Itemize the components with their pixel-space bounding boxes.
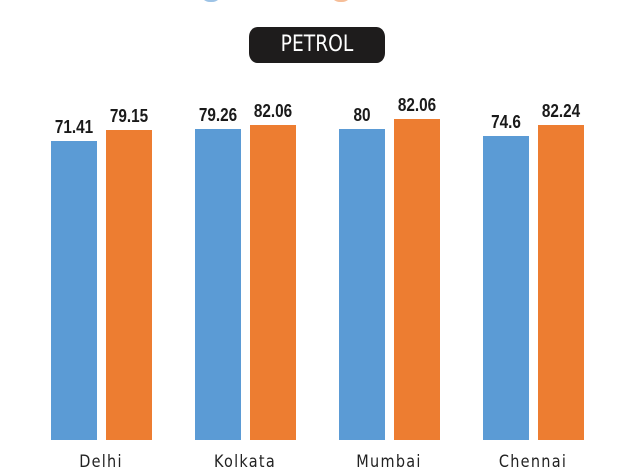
category-label-chennai: Chennai xyxy=(498,452,568,472)
category-label-mumbai: Mumbai xyxy=(356,452,422,472)
value-label-delhi-series1: 71.41 xyxy=(54,117,94,137)
bar-chennai-series2 xyxy=(538,125,584,440)
bar-delhi-series2 xyxy=(106,130,152,440)
bar-kolkata-series1 xyxy=(195,129,241,440)
bar-kolkata-series2 xyxy=(250,125,296,440)
bar-chennai-series1 xyxy=(483,136,529,440)
value-label-mumbai-series2: 82.06 xyxy=(397,95,437,115)
value-label-mumbai-series1: 80 xyxy=(353,105,371,125)
bar-delhi-series1 xyxy=(51,141,97,440)
bar-mumbai-series1 xyxy=(339,129,385,440)
value-label-kolkata-series1: 79.26 xyxy=(198,105,238,125)
value-label-chennai-series2: 82.24 xyxy=(541,101,581,121)
chart-legend xyxy=(200,0,440,4)
legend-swatch-series2 xyxy=(330,0,352,2)
chart-title: PETROL xyxy=(249,27,385,63)
value-label-chennai-series1: 74.6 xyxy=(491,112,521,132)
bar-mumbai-series2 xyxy=(394,119,440,440)
value-label-kolkata-series2: 82.06 xyxy=(253,101,293,121)
value-label-delhi-series2: 79.15 xyxy=(109,106,149,126)
legend-swatch-series1 xyxy=(200,0,222,2)
category-label-kolkata: Kolkata xyxy=(213,452,277,472)
category-label-delhi: Delhi xyxy=(79,452,123,472)
